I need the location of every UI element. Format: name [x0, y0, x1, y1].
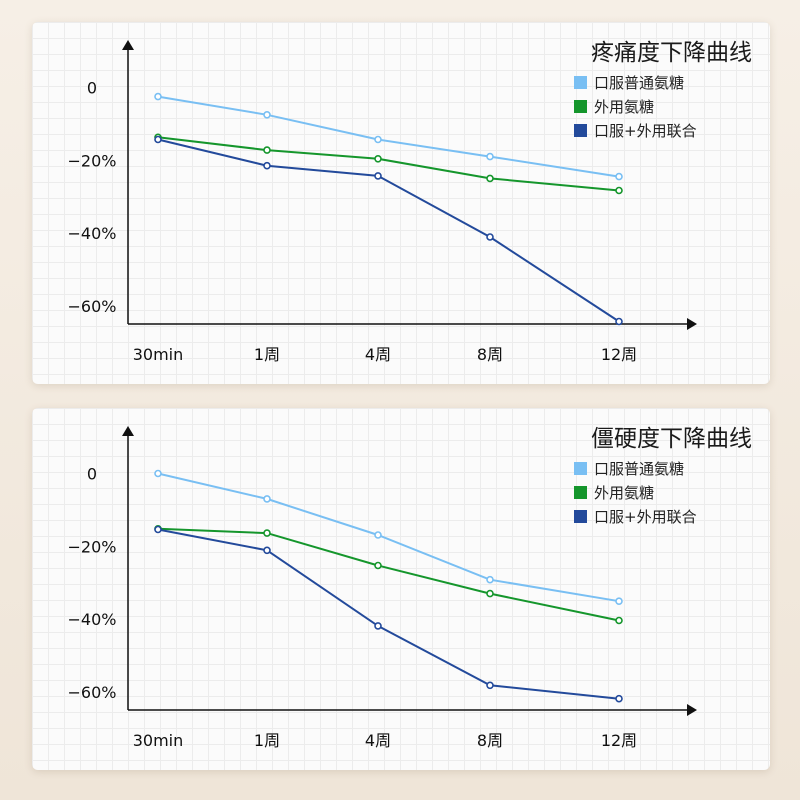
x-tick-label: 8周: [477, 731, 503, 750]
legend-label: 口服+外用联合: [594, 122, 697, 140]
y-axis-arrow: [122, 426, 134, 436]
legend-swatch: [574, 486, 587, 499]
pain-chart-panel: 疼痛度下降曲线 0 −20% −40% −60% 30min 1周 4周 8周 12周 口服普通氨糖…: [32, 22, 770, 384]
legend-swatch: [574, 100, 587, 113]
data-point: [486, 174, 494, 183]
x-tick-label: 1周: [254, 345, 280, 364]
y-tick-label: 0: [87, 464, 97, 483]
series-line: [157, 528, 620, 700]
data-point: [374, 622, 382, 630]
y-tick-label: −20%: [68, 537, 117, 556]
legend-swatch: [574, 510, 587, 523]
data-point: [486, 233, 494, 241]
x-tick-label: 1周: [254, 731, 280, 750]
legend-label: 口服普通氨糖: [594, 460, 684, 478]
legend-label: 外用氨糖: [594, 98, 654, 116]
x-tick-label: 8周: [477, 345, 503, 364]
x-tick-label: 12周: [601, 345, 637, 364]
data-point: [486, 152, 494, 161]
data-point: [615, 597, 623, 605]
y-tick-label: −60%: [68, 683, 117, 702]
data-point: [374, 531, 382, 539]
y-tick-label: −40%: [68, 610, 117, 629]
y-tick-label: 0: [87, 78, 97, 97]
chart-title: 僵硬度下降曲线: [591, 426, 752, 452]
x-axis-arrow: [687, 704, 697, 716]
series-line: [157, 472, 620, 603]
data-point: [615, 317, 623, 326]
legend-label: 口服普通氨糖: [594, 74, 684, 92]
y-tick-label: −40%: [68, 224, 117, 243]
data-point: [154, 92, 162, 101]
legend-swatch: [574, 76, 587, 89]
x-tick-label: 4周: [365, 731, 391, 750]
data-point: [263, 111, 271, 119]
legend-swatch: [574, 124, 587, 137]
data-point: [263, 161, 271, 170]
data-point: [615, 186, 623, 195]
data-point: [374, 561, 382, 570]
chart-title: 疼痛度下降曲线: [591, 40, 752, 66]
data-point: [486, 589, 494, 598]
data-point: [154, 469, 162, 478]
x-tick-label: 30min: [133, 731, 184, 750]
y-axis-arrow: [122, 40, 134, 50]
stiffness-chart: 僵硬度下降曲线 0 −20% −40% −60% 30min 1周 4周 8周 12周 口服普通氨糖…: [68, 426, 752, 750]
data-point: [263, 495, 271, 503]
legend-swatch: [574, 462, 587, 475]
data-point: [374, 135, 382, 144]
data-point: [615, 694, 623, 703]
data-point: [615, 172, 623, 181]
y-tick-label: −20%: [68, 151, 117, 170]
pain-chart: 疼痛度下降曲线 0 −20% −40% −60% 30min 1周 4周 8周 12周 口服普通氨糖…: [68, 40, 752, 364]
x-axis-arrow: [687, 318, 697, 330]
legend-label: 外用氨糖: [594, 484, 654, 502]
data-point: [154, 525, 162, 534]
data-point: [263, 529, 271, 537]
x-tick-label: 4周: [365, 345, 391, 364]
data-point: [263, 546, 271, 555]
data-point: [374, 155, 382, 163]
y-tick-label: −60%: [68, 297, 117, 316]
data-point: [263, 146, 271, 154]
stiffness-chart-panel: 僵硬度下降曲线 0 −20% −40% −60% 30min 1周 4周 8周 12周 口服普通氨糖…: [32, 408, 770, 770]
data-point: [486, 681, 494, 690]
data-point: [374, 172, 382, 180]
legend-label: 口服+外用联合: [594, 508, 697, 526]
x-tick-label: 30min: [133, 345, 184, 364]
data-point: [615, 616, 623, 625]
series-line: [157, 95, 620, 178]
data-point: [154, 135, 162, 144]
x-tick-label: 12周: [601, 731, 637, 750]
data-point: [486, 575, 494, 584]
